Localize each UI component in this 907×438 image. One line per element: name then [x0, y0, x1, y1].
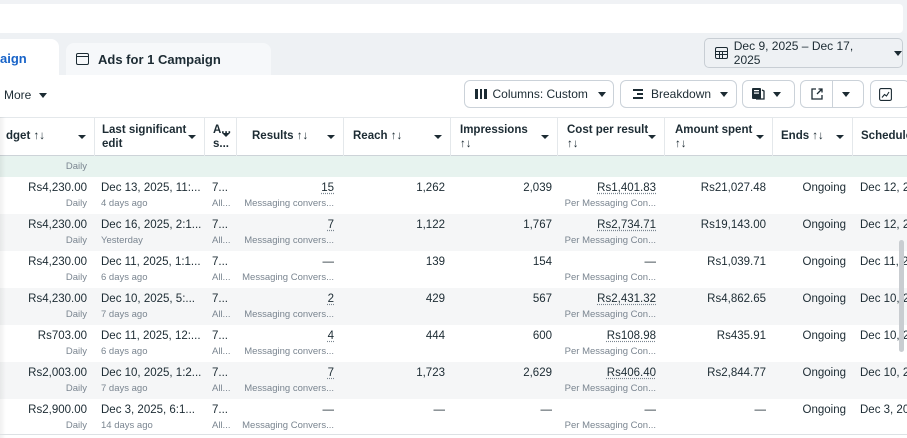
column-header-amount-spent[interactable]: Amount spent ↑↓: [665, 118, 773, 156]
top-search-bar[interactable]: [0, 4, 903, 33]
chevron-down-icon[interactable]: [836, 135, 844, 139]
column-header-ends[interactable]: Ends ↑↓: [773, 118, 853, 156]
columns-button[interactable]: Columns: Custom: [464, 80, 614, 108]
chevron-down-icon[interactable]: [842, 91, 850, 97]
export-icon[interactable]: [811, 88, 823, 100]
tab-ads[interactable]: Ads for 1 Campaign: [66, 43, 271, 75]
column-header-results[interactable]: Results ↑↓: [237, 118, 344, 156]
table-row[interactable]: Rs4,230.00 Daily Dec 13, 2025, 11:... 4 …: [28, 182, 907, 209]
chevron-down-icon[interactable]: [78, 135, 86, 139]
divider: [832, 80, 833, 108]
tab-campaign-label: aign: [0, 51, 27, 66]
chevron-down-icon[interactable]: [756, 135, 764, 139]
breakdown-label: Breakdown: [651, 87, 712, 101]
chevron-down-icon: [894, 50, 902, 56]
column-header-reach[interactable]: Reach ↑↓: [344, 118, 451, 156]
chart-trend-icon: [879, 87, 892, 101]
date-range-label: Dec 9, 2025 – Dec 17, 2025: [733, 39, 854, 67]
chevron-down-icon[interactable]: [434, 135, 442, 139]
export-button-group: [800, 80, 864, 108]
chevron-down-icon[interactable]: [541, 135, 549, 139]
chevron-down-icon: [597, 91, 606, 97]
results-link[interactable]: 2: [327, 293, 334, 305]
columns-icon: [475, 89, 487, 99]
chart-button[interactable]: [870, 80, 907, 108]
reports-icon: [752, 88, 765, 100]
ads-table: dget ↑↓ Last significant edit A... s... …: [0, 117, 907, 438]
table-row[interactable]: Rs4,230.00 Daily Dec 16, 2025, 2:1... Ye…: [0, 214, 907, 251]
table-toolbar: More Columns: Custom Breakdown: [0, 75, 907, 117]
tab-campaign[interactable]: aign: [0, 39, 59, 77]
frozen-column-shadow: [0, 117, 6, 438]
more-label: More: [4, 88, 32, 102]
cost-per-result-link[interactable]: Rs406.40: [606, 367, 656, 379]
chevron-down-icon[interactable]: [222, 133, 230, 137]
cost-per-result-link[interactable]: Rs108.98: [606, 330, 656, 342]
table-row[interactable]: Rs703.00 Daily Dec 11, 2025, 12:... 6 da…: [37, 330, 907, 357]
table-row[interactable]: Rs4,230.00 Daily Dec 11, 2025, 1:1... 6 …: [28, 256, 907, 283]
results-link[interactable]: 7: [327, 367, 334, 379]
calendar-icon: [715, 47, 728, 59]
chevron-down-icon[interactable]: [327, 135, 335, 139]
chevron-down-icon[interactable]: [188, 135, 196, 139]
chevron-down-icon: [773, 91, 781, 97]
column-header-cost-per-result[interactable]: Cost per result ↑↓: [558, 118, 665, 156]
table-row[interactable]: Rs4,230.00 Daily Dec 10, 2025, 5:... 7 d…: [0, 288, 907, 325]
table-row[interactable]: Rs2,900.00 Daily Dec 3, 2025, 6:1... 14 …: [28, 404, 907, 431]
ads-window-icon: [76, 53, 89, 65]
column-header-attribution[interactable]: A... s...: [205, 118, 237, 156]
chevron-down-icon[interactable]: [648, 135, 656, 139]
divider: [0, 434, 907, 435]
cost-per-result-link[interactable]: Rs1,401.83: [597, 182, 656, 194]
breakdown-icon: [633, 88, 643, 100]
chevron-down-icon: [39, 92, 48, 98]
columns-label: Columns: Custom: [492, 87, 588, 101]
column-header-impressions[interactable]: Impressions ↑↓: [451, 118, 558, 156]
chevron-down-icon: [720, 91, 729, 97]
cost-per-result-link[interactable]: Rs2,734.71: [597, 219, 656, 231]
more-button[interactable]: More: [4, 88, 48, 102]
cost-per-result-link[interactable]: Rs2,431.32: [597, 293, 656, 305]
breakdown-button[interactable]: Breakdown: [620, 80, 737, 108]
table-row[interactable]: Rs2,003.00 Daily Dec 10, 2025, 1:2... 7 …: [0, 362, 907, 399]
column-header-last-edit[interactable]: Last significant edit: [95, 118, 205, 156]
results-link[interactable]: 15: [321, 182, 334, 194]
table-header: dget ↑↓ Last significant edit A... s... …: [0, 117, 907, 156]
tab-ads-label: Ads for 1 Campaign: [98, 51, 221, 67]
vertical-scrollbar[interactable]: [899, 240, 904, 352]
results-link[interactable]: 7: [327, 219, 334, 231]
column-header-schedule[interactable]: Schedule: [861, 130, 907, 142]
column-header-budget[interactable]: dget ↑↓: [0, 118, 95, 156]
reports-button[interactable]: [742, 80, 795, 108]
table-row-selected[interactable]: Daily: [0, 156, 907, 177]
results-link[interactable]: 4: [327, 330, 334, 342]
date-range-picker[interactable]: Dec 9, 2025 – Dec 17, 2025: [704, 38, 903, 68]
